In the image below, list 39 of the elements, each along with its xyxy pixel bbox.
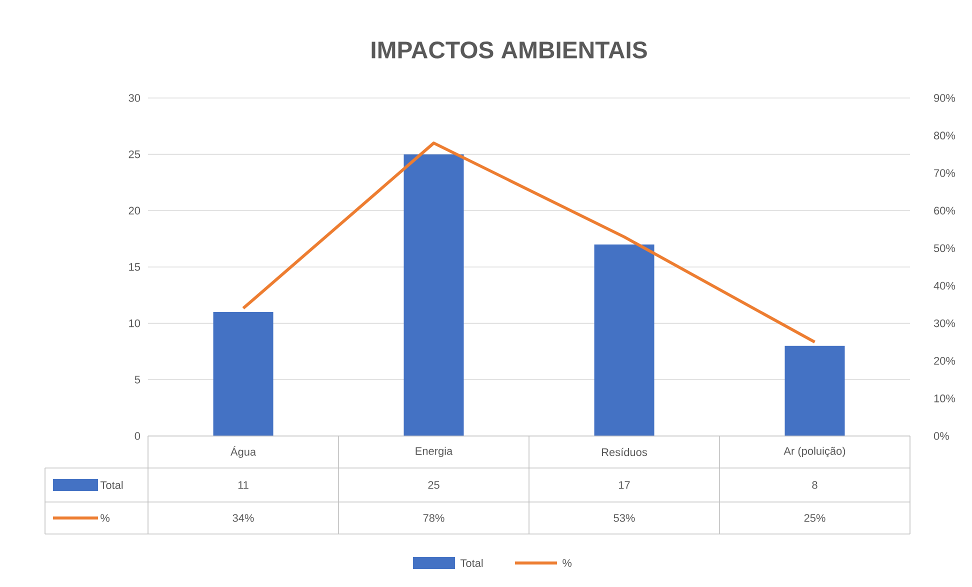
data-label: 25% [804,514,826,522]
y-tick-label: 30 [128,94,140,102]
y2-tick-label: 10% [934,394,956,402]
y-tick-label: 10 [129,319,140,328]
y-tick-label: 20 [128,206,140,215]
text: Total [460,558,483,568]
x-tick-label: Água [230,446,256,458]
y2-tick-label: 0% [934,432,949,440]
y2-tick-label: 80% [934,132,956,140]
bar [594,244,654,436]
data-label: 25 [428,481,440,489]
line-series [242,142,816,344]
y-tick-label: 25 [128,150,140,158]
y2-tick-label: 70% [934,169,956,177]
y2-tick-label: 50% [934,244,956,252]
bar [784,346,845,436]
x-tick-label: Ar (poluição) [784,446,846,458]
data-label: 17 [618,481,630,489]
x-tick-label: Energia [416,446,453,458]
y2-tick-label: 20% [934,357,956,365]
legend-label: % [562,559,572,567]
text: % [100,514,110,522]
y2-tick-label: 40% [934,282,956,290]
data-label: 8 [812,481,818,489]
y2-tick-label: 30% [934,319,956,328]
data-label: 11 [238,481,248,489]
data-label: 34% [232,514,254,522]
chart-title: IMPACTOS AMBIENTAIS [372,42,647,58]
legend-label: Total [100,480,123,490]
y-tick-label: 15 [129,263,140,271]
x-tick-label: Resíduos [602,448,647,456]
y2-tick-label: 90% [934,94,956,102]
y2-tick-label: 60% [934,206,956,215]
y-tick-label: 0 [134,432,140,440]
bar [404,154,464,436]
bar [213,312,274,436]
data-label: 53% [614,514,635,522]
y-tick-label: 5 [134,376,140,384]
data-label: 78% [423,514,444,522]
